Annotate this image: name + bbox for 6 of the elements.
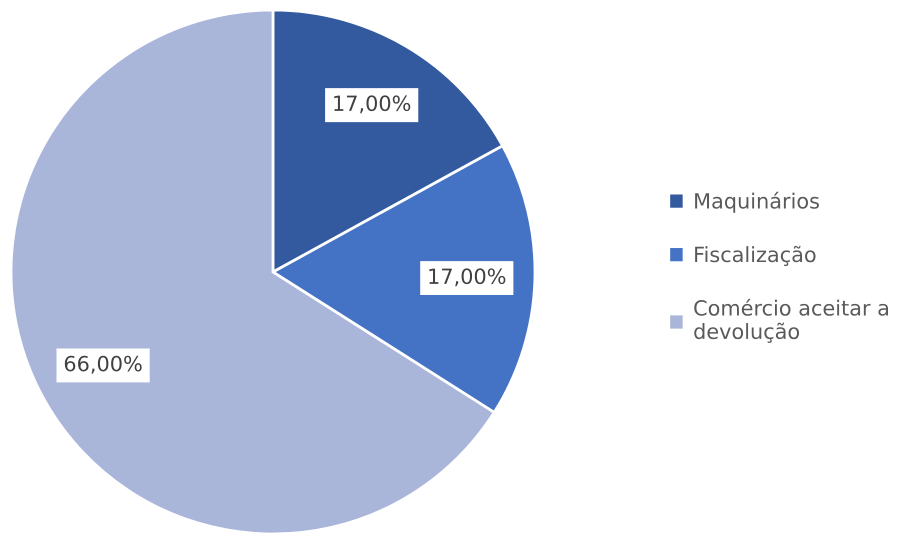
data-label: 17,00% bbox=[334, 95, 410, 114]
legend-label: Maquinários bbox=[695, 192, 819, 213]
data-label: 17,00% bbox=[429, 268, 506, 286]
legend-label: Comércio aceitar a devolução bbox=[694, 298, 888, 343]
legend-label: Fiscalização bbox=[695, 246, 816, 266]
data-label: 66,00% bbox=[64, 356, 142, 374]
